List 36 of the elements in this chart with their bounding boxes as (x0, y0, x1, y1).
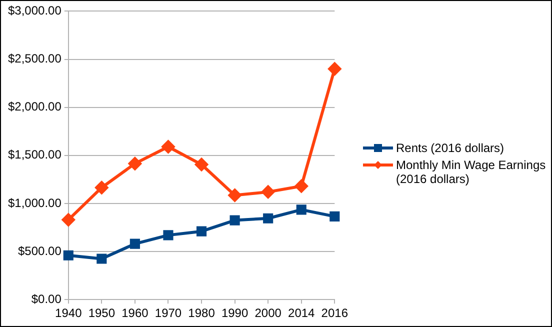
x-tick-label: 1940 (55, 306, 82, 320)
y-tick-label: $1,500.00 (8, 148, 62, 162)
y-tick-label: $0.00 (31, 292, 62, 306)
x-tick-label: 1970 (154, 306, 182, 320)
y-tick-label: $500.00 (18, 244, 62, 258)
y-tick-label: $1,000.00 (8, 196, 62, 210)
y-tick-label: $3,000.00 (8, 4, 62, 18)
legend-label: Rents (2016 dollars) (396, 141, 504, 155)
x-tick-label: 1980 (188, 306, 216, 320)
point (263, 213, 274, 224)
point (96, 254, 107, 264)
x-tick-label: 2016 (321, 306, 348, 320)
point (95, 181, 108, 194)
x-tick-label: 1960 (122, 306, 149, 320)
x-tick-label: 1990 (221, 306, 248, 320)
y-tick-label: $2,500.00 (8, 52, 62, 66)
point (130, 238, 140, 249)
point (162, 140, 175, 154)
point (262, 185, 275, 198)
point (62, 213, 75, 226)
x-tick-label: 2000 (254, 306, 282, 320)
point (230, 215, 240, 226)
point (63, 250, 74, 260)
point (196, 226, 207, 236)
point (328, 62, 342, 76)
x-tick-label: 2014 (288, 306, 316, 320)
point (296, 204, 306, 215)
point (294, 180, 308, 193)
point (330, 211, 340, 222)
y-tick-label: $2,000.00 (8, 100, 62, 114)
point (163, 230, 174, 240)
point (195, 158, 208, 172)
x-tick-label: 1950 (88, 306, 116, 320)
legend-label: Monthly Min Wage Earnings (2016 dollars) (396, 158, 547, 186)
point (128, 157, 142, 170)
point (228, 188, 242, 202)
